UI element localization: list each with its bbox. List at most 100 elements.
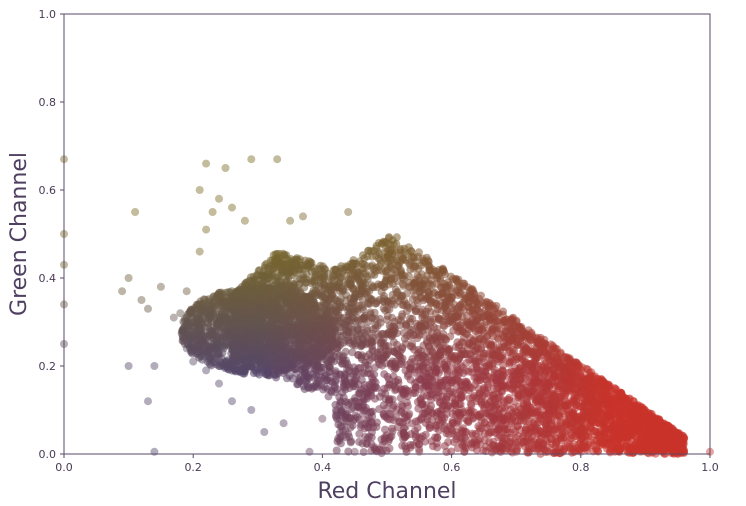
scatter-point [573,417,582,426]
scatter-point [389,401,398,410]
scatter-point [464,367,473,376]
scatter-point [622,441,631,450]
scatter-point [323,360,332,369]
scatter-point [485,350,494,358]
scatter-point [556,418,565,427]
scatter-point [440,421,449,430]
scatter-point [602,393,611,402]
scatter-point [472,344,481,352]
scatter-point [442,410,451,419]
scatter-point [544,407,553,416]
scatter-point [602,436,611,445]
scatter-point [632,442,641,451]
scatter-point [590,406,599,415]
scatter-point [404,243,413,252]
scatter-point [425,334,434,343]
scatter-point [418,398,427,407]
scatter-point [320,285,329,294]
scatter-point [415,324,424,333]
scatter-point [355,289,364,298]
scatter-point [436,282,445,291]
scatter-point [324,392,333,401]
scatter-point [469,290,478,298]
scatter-point [255,266,264,275]
scatter-point [385,305,394,314]
scatter-point [538,428,547,437]
scatter-point [416,293,425,302]
scatter-point [414,416,423,425]
scatter-point [559,366,567,375]
scatter-point [362,439,371,448]
scatter-point [455,368,464,377]
scatter-point [381,260,390,269]
scatter-point [414,349,423,358]
scatter-point [282,261,291,270]
scatter-point [323,385,332,393]
scatter-point [357,301,366,310]
scatter-point [530,426,539,435]
scatter-point [486,398,495,407]
scatter-point [271,250,280,259]
scatter-point [369,376,378,385]
scatter-point [331,388,340,397]
scatter-point [331,265,340,274]
scatter-point [468,393,477,402]
scatter-point [458,326,467,335]
scatter-point [510,397,519,406]
scatter-point [534,394,543,403]
scatter-point [464,386,473,395]
scatter-point [516,373,525,382]
scatter-point [445,352,454,361]
scatter-point [425,281,434,290]
scatter-point [566,371,575,380]
scatter-point [367,263,375,271]
scatter-point [457,391,465,400]
scatter-point [325,368,334,376]
scatter-point [396,393,405,402]
scatter-point [371,363,379,372]
scatter-point [497,343,506,352]
scatter-point [580,408,588,417]
scatter-point [556,401,565,410]
scatter-point [498,372,507,381]
scatter-point [341,397,350,406]
scatter-point [570,440,578,448]
scatter-point [659,430,668,439]
scatter-point [447,293,456,302]
scatter-point [340,381,348,390]
scatter-point [349,284,358,293]
scatter-point [475,335,484,344]
scatter-point [434,407,442,416]
scatter-point [394,262,403,270]
scatter-point [402,321,410,330]
scatter-point [395,417,404,426]
scatter-point [524,346,533,355]
scatter-point [513,341,522,350]
scatter-point [389,347,398,356]
scatter-point [242,278,251,287]
scatter-point [404,272,413,281]
scatter-point [380,433,389,442]
scatter-point [356,422,365,431]
scatter-point [415,433,424,442]
scatter-point [631,432,640,441]
scatter-point [347,378,356,387]
scatter-point [403,289,411,298]
scatter-point [519,438,528,446]
scatter-point [480,362,489,371]
scatter-point [452,431,461,440]
scatter-point [619,427,628,436]
scatter-point [332,446,341,455]
scatter-point [360,260,369,269]
scatter-point [590,413,599,422]
scatter-point [275,263,284,272]
scatter-point [540,335,549,344]
scatter-point [488,326,496,335]
scatter-point [572,396,581,405]
scatter-point [389,270,398,279]
scatter-point [436,315,445,324]
scatter-point [425,421,434,430]
scatter-point [542,358,550,367]
scatter-point [530,444,539,453]
scatter-point [447,378,456,387]
